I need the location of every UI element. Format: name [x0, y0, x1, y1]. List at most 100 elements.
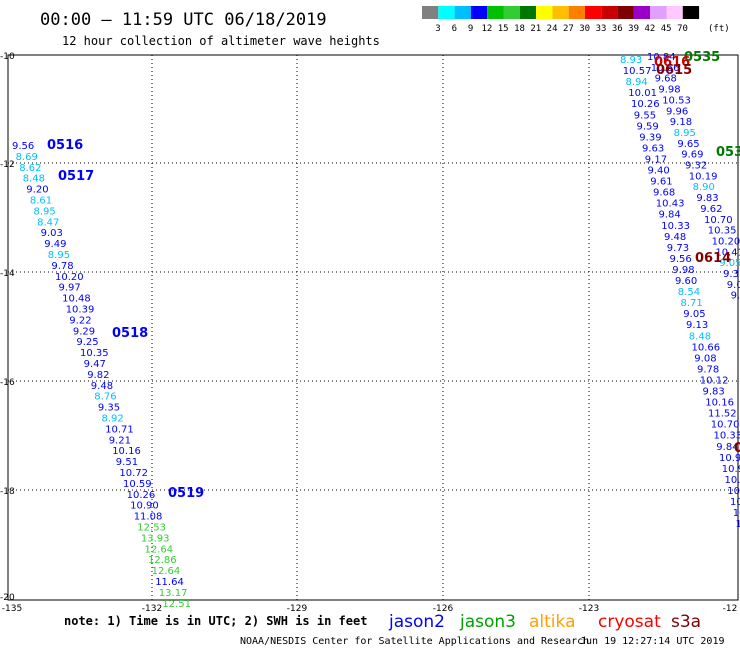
- wave-height-label: 9.05: [683, 309, 705, 320]
- legend-label: 3: [435, 24, 440, 34]
- wave-height-label: 9.56: [670, 254, 692, 265]
- wave-height-tracks: 9.568.698.628.489.208.618.958.479.039.49…: [12, 50, 740, 610]
- map-title: 00:00 – 11:59 UTC 06/18/2019: [40, 10, 327, 30]
- wave-height-label: 10.19: [689, 171, 718, 182]
- wave-height-label: 10.70: [711, 420, 740, 431]
- wave-height-label: 8.93: [620, 55, 642, 66]
- legend-label: 27: [563, 24, 574, 34]
- legend-swatch: [503, 6, 520, 19]
- wave-height-label: 8.47: [37, 217, 59, 228]
- wave-height-label: 8.48: [23, 174, 45, 185]
- wave-height-label: 10.20: [712, 236, 740, 247]
- wave-height-label: 9.68: [655, 74, 677, 85]
- longitude-tick-label: -135: [2, 604, 22, 614]
- wave-height-label: 8.69: [16, 152, 38, 163]
- wave-height-label: 8.61: [30, 196, 52, 207]
- legend-swatch: [650, 6, 667, 19]
- wave-height-label: 9.51: [116, 457, 138, 468]
- wave-height-label: 12.64: [152, 566, 181, 577]
- wave-height-label: 8.90: [693, 182, 715, 193]
- longitude-tick-label: -129: [287, 604, 308, 614]
- legend-swatch: [585, 6, 602, 19]
- pass-id-label: 0616: [654, 55, 690, 70]
- satellite-label-s3a: s3a: [671, 612, 701, 632]
- satellite-label-altika: altika: [529, 612, 576, 632]
- wave-height-label: 10.72: [119, 468, 148, 479]
- wave-height-label: 11.64: [155, 577, 184, 588]
- wave-height-label: 10.01: [628, 88, 657, 99]
- pass-id-label: 0535: [684, 50, 720, 65]
- legend-swatch: [682, 6, 700, 19]
- legend-label: 70: [677, 24, 688, 34]
- wave-height-label: 10.16: [705, 398, 734, 409]
- wave-height-label: 10.57: [623, 66, 652, 77]
- legend-label: 33: [596, 24, 607, 34]
- wave-height-label: 8.95: [674, 128, 696, 139]
- wave-height-label: 10.53: [662, 95, 691, 106]
- longitude-tick-label: -132: [142, 604, 162, 614]
- legend-swatch: [454, 6, 471, 19]
- wave-height-label: 10.90: [130, 501, 159, 512]
- legend-swatch: [438, 6, 455, 19]
- wave-height-label: 9.48: [664, 232, 686, 243]
- wave-height-label: 8.94: [626, 77, 648, 88]
- wave-height-label: 10.71: [105, 424, 134, 435]
- footer-credit: NOAA/NESDIS Center for Satellite Applica…: [240, 636, 589, 647]
- satellite-label-cryosat: cryosat: [598, 612, 661, 632]
- satellite-label-jason2: jason2: [388, 612, 445, 632]
- legend-swatch: [617, 6, 634, 19]
- wave-height-label: 10.8: [730, 497, 740, 508]
- wave-height-label: 10.43: [656, 199, 685, 210]
- wave-height-label: 9.82: [87, 370, 109, 381]
- latitude-tick-label: -18: [0, 487, 15, 497]
- wave-height-label: 9.32: [685, 161, 707, 172]
- wave-height-label: 10.48: [62, 294, 91, 305]
- latitude-tick-label: -14: [0, 269, 15, 279]
- wave-height-label: 10.87: [725, 475, 740, 486]
- legend-label: 39: [628, 24, 639, 34]
- wave-height-label: 9.65: [677, 139, 699, 150]
- satellite-legend: jason2 jason3 altika cryosat s3a: [388, 612, 701, 632]
- wave-height-label: 8.48: [689, 331, 711, 342]
- wave-height-label: 10.70: [704, 215, 733, 226]
- wave-height-label: 9.3: [723, 269, 739, 280]
- wave-height-label: 9.78: [51, 261, 73, 272]
- wave-height-label: 9.20: [26, 185, 48, 196]
- legend-label: 36: [612, 24, 623, 34]
- legend-label: 9: [468, 24, 473, 34]
- wave-height-label: 9.35: [98, 403, 120, 414]
- wave-height-label: 10.59: [123, 479, 152, 490]
- wave-height-label: 8.54: [678, 287, 700, 298]
- legend-label: 45: [661, 24, 672, 34]
- pass-id-label: 0516: [47, 138, 83, 153]
- wave-height-label: 8.95: [34, 206, 56, 217]
- pass-id-label: 053: [716, 145, 740, 160]
- wave-height-label: 12.53: [137, 523, 166, 534]
- wave-height-label: 9.56: [12, 141, 34, 152]
- wave-height-label: 10.66: [692, 342, 721, 353]
- pass-id-label: 0518: [112, 326, 148, 341]
- wave-height-label: 11.52: [708, 409, 737, 420]
- wave-height-label: 9.25: [76, 337, 98, 348]
- footer-timestamp: Jun 19 12:27:14 UTC 2019: [580, 636, 725, 647]
- longitude-tick-label: -123: [579, 604, 599, 614]
- pass-id-label: 0519: [168, 486, 204, 501]
- lat-lon-grid: [8, 55, 738, 600]
- wave-height-label: 9.39: [639, 132, 661, 143]
- wave-height-label: 9.97: [59, 283, 81, 294]
- legend-swatch: [568, 6, 585, 19]
- wave-height-label: 12.86: [148, 555, 177, 566]
- legend-label: 24: [547, 24, 558, 34]
- pass-id-label: 0517: [58, 169, 94, 184]
- footer-note: note: 1) Time is in UTC; 2) SWH is in fe…: [64, 614, 367, 628]
- wave-height-label: 9.29: [73, 326, 95, 337]
- wave-height-label: 9.18: [670, 117, 692, 128]
- wave-height-label: 10.66: [651, 63, 680, 74]
- wave-height-label: 12.64: [145, 544, 174, 555]
- latitude-tick-label: -10: [0, 52, 15, 62]
- wave-height-label: 9.17: [645, 154, 667, 165]
- longitude-tick-label: -12: [723, 604, 738, 614]
- legend-swatch: [487, 6, 504, 19]
- longitude-labels: -135 -132 -129 -126 -123 -12: [2, 604, 738, 614]
- wave-height-label: 9.08: [694, 353, 716, 364]
